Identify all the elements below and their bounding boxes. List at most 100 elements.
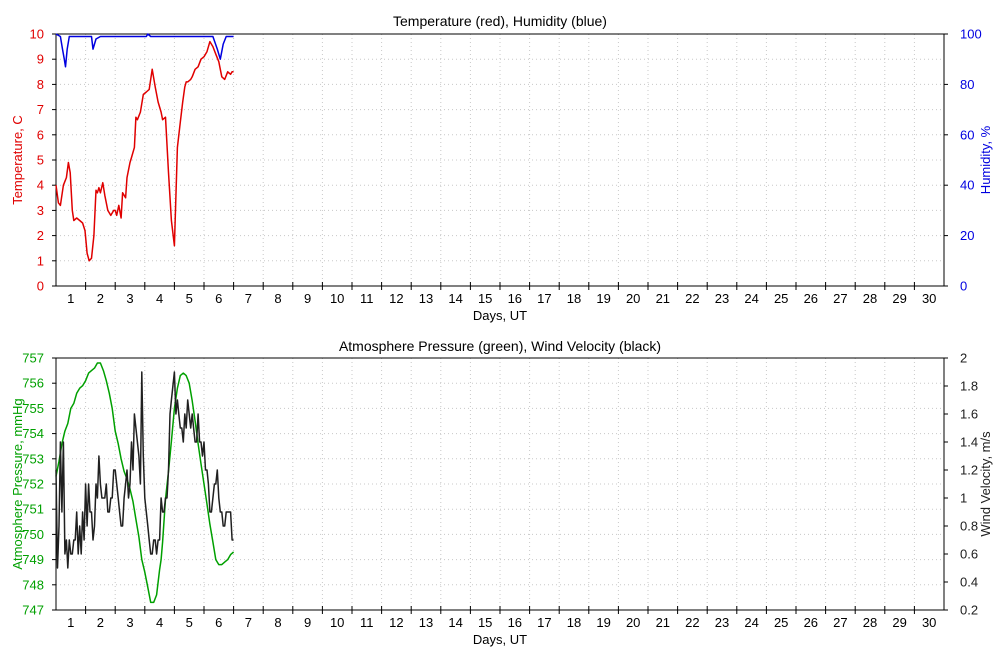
x-tick-label: 6 [215,291,222,306]
x-tick-label: 21 [656,615,670,630]
x-tick-label: 29 [892,291,906,306]
x-tick-label: 20 [626,291,640,306]
chart-panel-1: 1 2 3 4 5 6 7 8 9 10 11 12 13 14 15 16 17 18 19 20 21 22 23 24 2… [10,13,993,323]
x-tick-label: 25 [774,615,788,630]
chart-title: Atmosphere Pressure (green), Wind Veloci… [339,338,661,354]
x-tick-label: 27 [833,291,847,306]
y-tick-label-left: 4 [37,178,44,193]
x-tick-label: 10 [330,615,344,630]
x-tick-label: 19 [596,291,610,306]
x-tick-label: 5 [186,615,193,630]
y-tick-label-left: 1 [37,253,44,268]
x-axis-label: Days, UT [473,308,527,323]
chart-title: Temperature (red), Humidity (blue) [393,13,607,29]
x-tick-label: 2 [97,291,104,306]
x-tick-label: 16 [508,615,522,630]
x-tick-label: 23 [715,291,729,306]
x-tick-label: 11 [360,291,374,306]
x-tick-label: 17 [537,291,551,306]
x-tick-label: 8 [274,291,281,306]
y-tick-label-left: 10 [30,27,44,42]
x-tick-label: 14 [448,291,462,306]
x-tick-label: 12 [389,291,403,306]
y-tick-label-right: 1.6 [960,407,978,422]
x-tick-label: 21 [656,291,670,306]
y-tick-label-right: 0.8 [960,519,978,534]
x-tick-label: 2 [97,615,104,630]
y-tick-label-left: 752 [22,477,44,492]
y-tick-label-right: 1.2 [960,463,978,478]
y-tick-label-left: 0 [37,279,44,294]
x-axis-label: Days, UT [473,632,527,647]
y-tick-label-left: 757 [22,351,44,366]
grid [56,34,944,286]
y-tick-label-right: 80 [960,77,974,92]
x-tick-label: 17 [537,615,551,630]
y-tick-label-right: 0 [960,279,967,294]
x-tick-label: 13 [419,291,433,306]
x-tick-label: 7 [245,291,252,306]
y-tick-label-left: 751 [22,502,44,517]
x-tick-label: 4 [156,291,163,306]
x-tick-label: 6 [215,615,222,630]
y-tick-label-right: 100 [960,27,982,42]
x-tick-label: 18 [567,291,581,306]
x-tick-label: 12 [389,615,403,630]
y-tick-label-left: 3 [37,203,44,218]
y-tick-label-left: 750 [22,527,44,542]
x-tick-label: 18 [567,615,581,630]
y-tick-label-left: 5 [37,153,44,168]
y-tick-label-right: 2 [960,351,967,366]
x-tick-label: 7 [245,615,252,630]
y-tick-label-left: 7 [37,102,44,117]
humidity-blue-line [55,33,234,68]
y-tick-label-right: 0.2 [960,603,978,618]
y-tick-label-left: 755 [22,401,44,416]
y-tick-label-left: 754 [22,426,44,441]
x-tick-label: 5 [186,291,193,306]
x-tick-label: 3 [126,291,133,306]
x-tick-label: 23 [715,615,729,630]
y-tick-label-right: 20 [960,228,974,243]
x-tick-label: 10 [330,291,344,306]
y-tick-label-right: 0.6 [960,547,978,562]
temperature-red-line [55,40,234,262]
y-tick-label-left: 749 [22,552,44,567]
x-tick-label: 30 [922,615,936,630]
x-tick-label: 26 [804,615,818,630]
y-axis-label-right: Wind Velocity, m/s [978,431,993,537]
x-tick-label: 8 [274,615,281,630]
x-tick-label: 28 [863,615,877,630]
y-tick-label-left: 6 [37,127,44,142]
grid [56,358,944,610]
y-tick-label-left: 748 [22,577,44,592]
y-tick-label-left: 756 [22,376,44,391]
x-tick-label: 3 [126,615,133,630]
x-tick-label: 13 [419,615,433,630]
y-axis-label-left: Temperature, C [10,115,25,205]
y-tick-label-left: 753 [22,451,44,466]
y-tick-label-right: 0.4 [960,575,978,590]
y-tick-label-left: 8 [37,77,44,92]
y-tick-label-right: 60 [960,127,974,142]
y-tick-label-right: 1.8 [960,379,978,394]
chart-panel-2: 1 2 3 4 5 6 7 8 9 10 11 12 13 14 15 16 17 18 19 20 21 22 23 24 2… [10,338,993,647]
y-axis-label-left: Atmosphere Pressure, mmHg [10,398,25,569]
x-tick-label: 16 [508,291,522,306]
x-tick-label: 19 [596,615,610,630]
wind-velocity-black-line [55,371,234,569]
x-tick-label: 22 [685,291,699,306]
y-tick-label-left: 747 [22,603,44,618]
x-tick-label: 4 [156,615,163,630]
x-tick-label: 22 [685,615,699,630]
x-tick-label: 29 [892,615,906,630]
x-tick-label: 25 [774,291,788,306]
x-tick-label: 20 [626,615,640,630]
y-tick-label-left: 2 [37,228,44,243]
x-tick-label: 30 [922,291,936,306]
y-axis-label-right: Humidity, % [978,125,993,194]
x-tick-label: 24 [744,615,758,630]
x-tick-label: 24 [744,291,758,306]
x-tick-label: 28 [863,291,877,306]
x-tick-label: 26 [804,291,818,306]
